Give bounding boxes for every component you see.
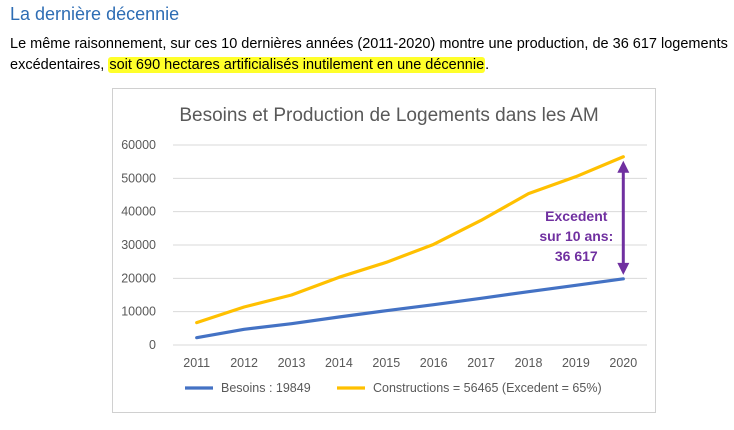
legend-label: Constructions = 56465 (Excedent = 65%) xyxy=(373,381,602,395)
body-paragraph: Le même raisonnement, sur ces 10 dernièr… xyxy=(10,34,730,76)
x-tick-label: 2013 xyxy=(278,356,306,370)
annotation-text: Excedent xyxy=(545,208,608,224)
x-tick-label: 2014 xyxy=(325,356,353,370)
y-tick-label: 50000 xyxy=(121,171,156,185)
x-tick-label: 2016 xyxy=(420,356,448,370)
legend-label: Besoins : 19849 xyxy=(221,381,311,395)
arrow-head-up-icon xyxy=(617,160,630,173)
section-heading: La dernière décennie xyxy=(10,4,180,24)
x-tick-label: 2015 xyxy=(372,356,400,370)
x-tick-label: 2019 xyxy=(562,356,590,370)
y-tick-label: 40000 xyxy=(121,205,156,219)
paragraph-end: . xyxy=(485,57,490,73)
chart-container: Besoins et Production de Logements dans … xyxy=(112,88,656,413)
series-line-constructions xyxy=(195,155,625,325)
line-chart: Besoins et Production de Logements dans … xyxy=(121,105,647,395)
series-line-besoins xyxy=(195,277,625,340)
y-tick-label: 60000 xyxy=(121,138,156,152)
x-tick-label: 2020 xyxy=(609,356,637,370)
arrow-head-down-icon xyxy=(617,262,630,275)
annotation-text: sur 10 ans: xyxy=(539,228,613,244)
y-tick-label: 30000 xyxy=(121,238,156,252)
paragraph-text: Le même raisonnement, sur ces 10 dernièr… xyxy=(10,36,728,73)
x-tick-label: 2011 xyxy=(183,356,210,370)
y-tick-label: 0 xyxy=(149,338,156,352)
x-tick-label: 2017 xyxy=(467,356,495,370)
x-tick-label: 2018 xyxy=(515,356,543,370)
x-tick-label: 2012 xyxy=(230,356,258,370)
highlighted-text: soit 690 hectares artificialisés inutile… xyxy=(108,57,486,73)
y-tick-label: 20000 xyxy=(121,271,156,285)
annotation-text: 36 617 xyxy=(555,248,598,264)
y-tick-label: 10000 xyxy=(121,305,156,319)
chart-title: Besoins et Production de Logements dans … xyxy=(179,105,598,126)
